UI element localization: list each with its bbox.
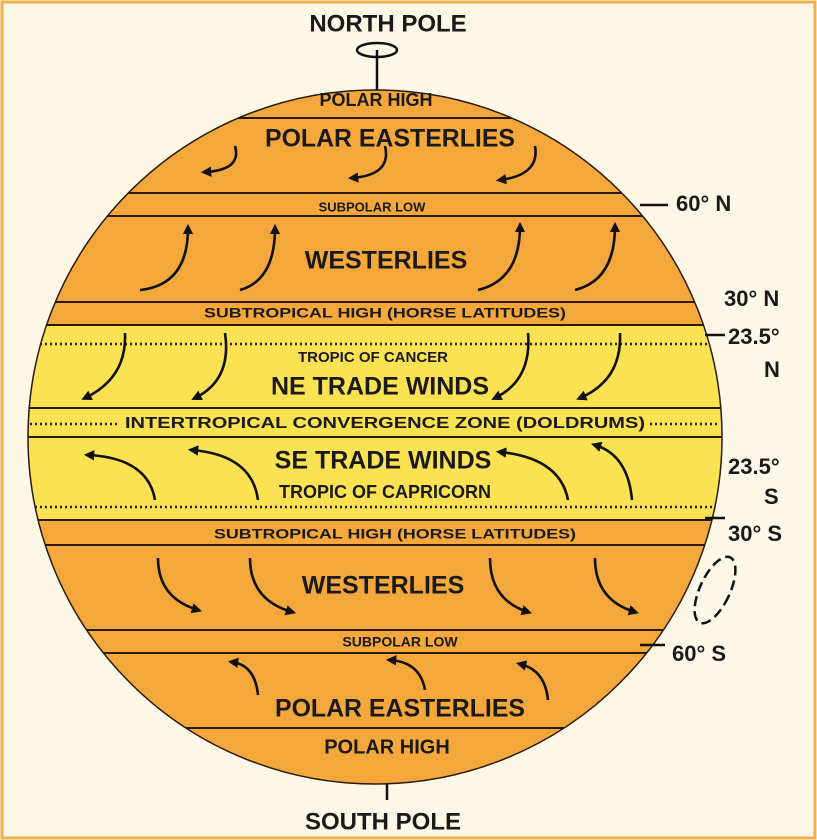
zone-label: WESTERLIES <box>305 247 468 275</box>
zone-label: POLAR HIGH <box>319 90 432 110</box>
zone-label: SUBPOLAR LOW <box>342 634 458 650</box>
zone-label: SE TRADE WINDS <box>275 447 492 475</box>
latitude-label: 60° N <box>676 191 731 216</box>
latitude-label: 30° N <box>724 286 779 311</box>
zone-label: TROPIC OF CANCER <box>298 349 448 366</box>
latitude-label: 23.5° <box>728 324 780 349</box>
latitude-label: 60° S <box>672 641 726 666</box>
zone-label: NE TRADE WINDS <box>271 373 489 401</box>
latitude-label: S <box>764 484 779 509</box>
latitude-label: N <box>764 357 780 382</box>
zone-label: POLAR EASTERLIES <box>265 125 515 153</box>
latitude-label: 30° S <box>728 521 782 546</box>
north-pole: NORTH POLE <box>309 10 466 37</box>
zone-label: SUBPOLAR LOW <box>319 199 427 214</box>
diagram: NORTH POLE SOUTH POLE POLAR HIGH POLAR E… <box>0 0 817 840</box>
zone-label: SUBTROPICAL HIGH (HORSE LATITUDES) <box>204 305 566 321</box>
zone-label: POLAR HIGH <box>324 736 450 758</box>
zone-label: POLAR EASTERLIES <box>275 695 525 723</box>
latitude-label: 23.5° <box>728 454 780 479</box>
zone-label: INTERTROPICAL CONVERGENCE ZONE (DOLDRUMS… <box>125 415 645 432</box>
south-pole: SOUTH POLE <box>305 808 461 835</box>
zone-label: WESTERLIES <box>302 572 465 600</box>
zone-label: SUBTROPICAL HIGH (HORSE LATITUDES) <box>214 526 576 542</box>
zone-label: TROPIC OF CAPRICORN <box>279 482 491 502</box>
